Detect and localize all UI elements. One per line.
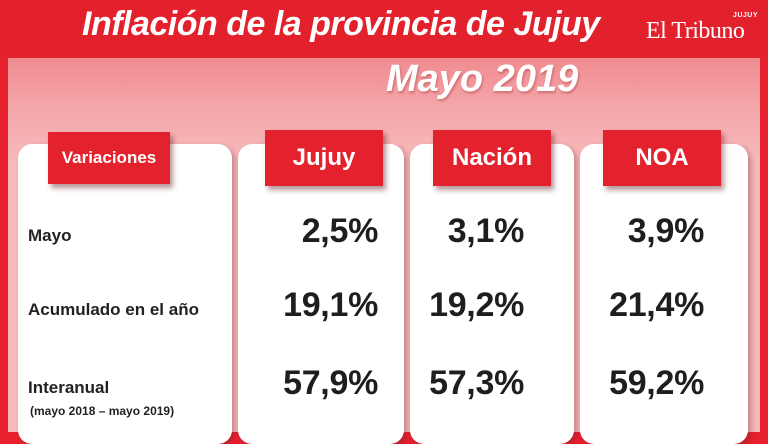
value-mayo-noa: 3,9%	[627, 212, 705, 250]
row-label-mayo: Mayo	[28, 226, 72, 245]
row-label-interanual: Interanual	[28, 378, 110, 397]
column-header-variaciones: Variaciones	[48, 132, 170, 184]
title-banner	[0, 0, 768, 58]
value-acumulado-nacion: 19,2%	[429, 286, 524, 324]
page-subtitle: Mayo 2019	[386, 58, 579, 100]
column-header-jujuy: Jujuy	[265, 130, 383, 186]
logo-text: El Tribuno	[646, 18, 745, 44]
value-mayo-jujuy: 2,5%	[301, 212, 379, 250]
row-note-interanual: (mayo 2018 – mayo 2019)	[30, 404, 175, 418]
value-acumulado-jujuy: 19,1%	[283, 286, 378, 324]
card-jujuy	[238, 144, 404, 444]
value-interanual-nacion: 57,3%	[429, 364, 524, 402]
value-mayo-nacion: 3,1%	[447, 212, 525, 250]
column-header-noa: NOA	[603, 130, 721, 186]
card-variaciones	[18, 144, 232, 444]
column-header-nacion: Nación	[433, 130, 551, 186]
row-label-acumulado: Acumulado en el año	[28, 300, 199, 319]
page-title: Inflación de la provincia de Jujuy	[82, 5, 600, 43]
value-acumulado-noa: 21,4%	[609, 286, 704, 324]
newspaper-logo: JUJUY El Tribuno	[646, 12, 762, 52]
value-interanual-noa: 59,2%	[609, 364, 704, 402]
value-interanual-jujuy: 57,9%	[283, 364, 378, 402]
card-nacion	[410, 144, 574, 444]
logo-region-label: JUJUY	[732, 12, 758, 19]
card-noa	[580, 144, 748, 444]
